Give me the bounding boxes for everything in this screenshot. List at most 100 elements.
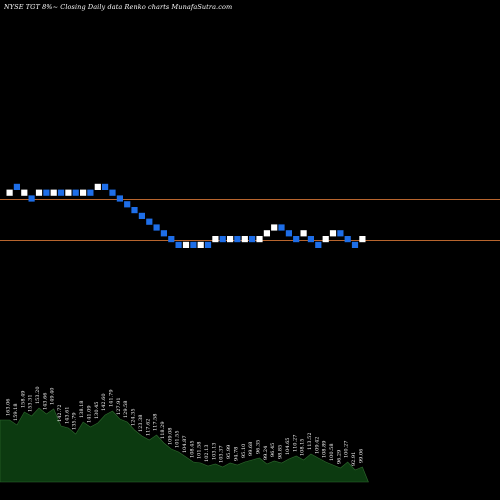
volume-label: 143.66	[42, 393, 48, 411]
volume-label: 100.58	[329, 444, 335, 462]
renko-brick-down	[138, 212, 145, 219]
volume-label: 117.58	[153, 414, 159, 432]
volume-label: 95.10	[241, 444, 247, 458]
volume-label: 102.13	[204, 444, 210, 462]
renko-brick-down	[344, 236, 351, 243]
renko-brick-down	[131, 207, 138, 214]
volume-label: 92.91	[351, 452, 357, 466]
volume-label: 110.27	[292, 435, 298, 453]
renko-brick-up	[65, 189, 72, 196]
renko-brick-up	[359, 236, 366, 243]
renko-brick-down	[146, 218, 153, 225]
volume-label: 113.52	[307, 432, 313, 450]
volume-label: 149.40	[50, 388, 56, 406]
volume-label: 101.58	[197, 442, 203, 460]
renko-brick-up	[227, 236, 234, 243]
renko-brick-up	[329, 230, 337, 237]
renko-brick-down	[204, 241, 212, 248]
renko-brick-down	[219, 236, 226, 243]
volume-label: 123.38	[138, 415, 144, 433]
volume-label: 96.35	[256, 440, 262, 454]
renko-brick-down	[109, 189, 116, 196]
renko-brick-up	[300, 230, 307, 237]
volume-label: 103.13	[211, 443, 217, 461]
chart-title: NYSE TGT 8%~ Closing Daily data Renko ch…	[4, 3, 233, 11]
volume-label: 101.55	[175, 430, 181, 448]
renko-brick-down	[315, 241, 322, 248]
renko-brick-down	[285, 230, 292, 237]
renko-brick-up	[271, 224, 278, 231]
volume-label: 130.45	[94, 402, 100, 420]
volume-label: 108.89	[322, 441, 328, 459]
renko-brick-up	[263, 230, 270, 237]
renko-brick-down	[190, 241, 197, 248]
renko-brick-up	[94, 183, 101, 190]
renko-brick-down	[13, 183, 20, 190]
renko-brick-down	[28, 195, 35, 202]
volume-label: 96.29	[336, 450, 342, 464]
volume-label: 104.65	[285, 438, 291, 456]
volume-label: 141.79	[109, 390, 115, 408]
volume-label: 118.29	[160, 421, 166, 439]
renko-brick-down	[153, 224, 160, 231]
volume-label: 142.60	[101, 393, 107, 411]
renko-brick-down	[249, 236, 256, 243]
volume-label: 127.91	[116, 397, 122, 415]
volume-label: 99.06	[358, 449, 364, 463]
renko-brick-up	[50, 189, 57, 196]
volume-label: 143.61	[64, 407, 70, 425]
renko-brick-down	[160, 230, 167, 237]
volume-label: 109.08	[167, 428, 173, 446]
renko-brick-down	[43, 189, 50, 196]
renko-brick-down	[116, 195, 123, 202]
renko-brick-up	[35, 189, 43, 196]
renko-brick-up	[197, 241, 204, 248]
volume-label: 124.35	[131, 408, 137, 426]
volume-label: 104.87	[182, 436, 188, 454]
volume-label: 129.58	[123, 401, 129, 419]
volume-label: 138.18	[79, 401, 85, 419]
renko-brick-down	[175, 241, 182, 248]
volume-label: 94.78	[233, 447, 239, 461]
renko-brick-up	[182, 241, 190, 248]
renko-brick-up	[241, 236, 248, 243]
volume-label: 95.99	[226, 445, 232, 459]
renko-brick-up	[256, 236, 263, 243]
volume-label: 108.15	[300, 439, 306, 457]
renko-brick-down	[72, 189, 79, 196]
volume-label: 108.45	[189, 440, 195, 458]
renko-brick-up	[322, 236, 329, 243]
renko-brick-down	[102, 183, 109, 190]
renko-brick-up	[212, 236, 219, 243]
volume-area	[0, 407, 369, 483]
renko-brick-up	[21, 189, 28, 196]
renko-brick-down	[351, 241, 359, 248]
volume-label: 159.18	[13, 403, 19, 421]
volume-label: 153.31	[28, 394, 34, 412]
renko-brick-down	[168, 236, 175, 243]
renko-brick-down	[337, 230, 344, 237]
renko-brick-down	[57, 189, 65, 196]
renko-brick-down	[293, 236, 300, 243]
volume-label: 135.79	[72, 412, 78, 430]
volume-label: 109.42	[314, 437, 320, 455]
volume-label: 158.49	[20, 391, 26, 409]
volume-label: 100.27	[344, 441, 350, 459]
volume-label: 163.06	[6, 399, 12, 417]
renko-brick-down	[307, 236, 314, 243]
volume-label: 98.85	[278, 445, 284, 459]
volume-label: 141.09	[86, 405, 92, 423]
volume-label: 153.20	[35, 387, 41, 405]
renko-brick-up	[80, 189, 87, 196]
volume-label: 99.68	[248, 442, 254, 456]
renko-brick-down	[234, 236, 241, 243]
volume-label: 142.72	[57, 404, 63, 422]
renko-brick-down	[87, 189, 94, 196]
renko-brick-down	[278, 224, 285, 231]
renko-brick-down	[124, 201, 131, 208]
volume-label: 96.45	[270, 443, 276, 457]
volume-label: 103.37	[219, 445, 225, 463]
volume-label: 99.24	[263, 446, 269, 460]
